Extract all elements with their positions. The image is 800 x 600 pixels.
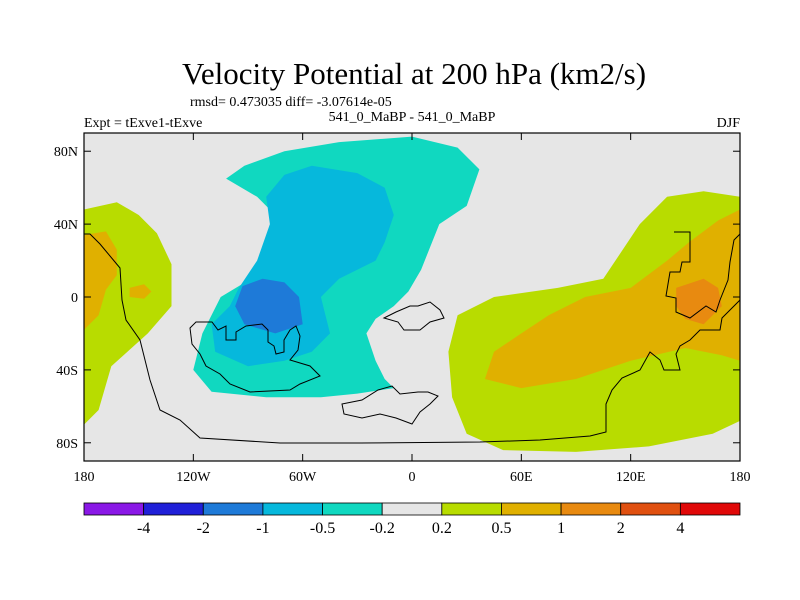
y-tick-label: 0	[71, 291, 78, 306]
colorbar-label: 2	[617, 520, 625, 537]
colorbar-label: -1	[256, 520, 269, 537]
colorbar-label: 0.5	[491, 520, 511, 537]
x-tick-label: 180	[730, 470, 751, 485]
x-tick-label: 0	[409, 470, 416, 485]
y-tick-label: 40N	[54, 218, 78, 233]
coastline-australia-south	[84, 233, 740, 444]
coastlines	[84, 231, 740, 444]
colorbar-label: 1	[557, 520, 565, 537]
colorbar-label: -4	[137, 520, 150, 537]
x-tick-label: 120E	[616, 470, 646, 485]
coastline-south-america	[189, 321, 321, 393]
x-tick-label: 60E	[510, 470, 533, 485]
contour-region-positive-east-max	[676, 278, 722, 325]
y-tick-label: 80S	[56, 437, 78, 452]
colorbar-box	[202, 502, 264, 516]
colorbar-box	[620, 502, 681, 516]
colorbar-box	[560, 502, 622, 516]
colorbar-box	[441, 502, 502, 516]
colorbar-box	[501, 502, 562, 516]
contour-region-positive-west-core	[84, 231, 117, 330]
y-tick-label: 40S	[56, 364, 78, 379]
colorbar-label: -0.5	[310, 520, 335, 537]
coastline-antarctic-fragment	[341, 385, 439, 425]
chart-title: Velocity Potential at 200 hPa (km2/s)	[182, 56, 646, 91]
season-label: DJF	[717, 116, 741, 131]
colorbar-box	[143, 502, 204, 516]
y-tick-label: 80N	[54, 145, 78, 160]
x-tick-label: 60W	[289, 470, 317, 485]
stats-line: rmsd= 0.473035 diff= -3.07614e-05	[190, 95, 392, 110]
x-tick-label: 180	[74, 470, 95, 485]
colorbar-box	[679, 502, 741, 516]
coastline-africa	[382, 301, 445, 331]
contour-region-negative-max	[235, 278, 303, 334]
colorbar-box	[83, 502, 145, 516]
colorbar-label: 0.2	[432, 520, 452, 537]
contour-region-positive-east-core	[484, 209, 740, 389]
colorbar-label: -2	[197, 520, 210, 537]
colorbar-label: 4	[676, 520, 684, 537]
contour-region-positive-west-spot	[129, 284, 152, 299]
colorbar-box	[322, 502, 383, 516]
coastline-australia	[665, 231, 740, 319]
colorbar-box	[381, 502, 443, 516]
colorbar-label: -0.2	[370, 520, 395, 537]
colorbar-box	[262, 502, 323, 516]
experiment-label: Expt = tExve1-tExve	[84, 116, 202, 131]
case-label: 541_0_MaBP - 541_0_MaBP	[329, 110, 496, 125]
x-tick-label: 120W	[176, 470, 211, 485]
